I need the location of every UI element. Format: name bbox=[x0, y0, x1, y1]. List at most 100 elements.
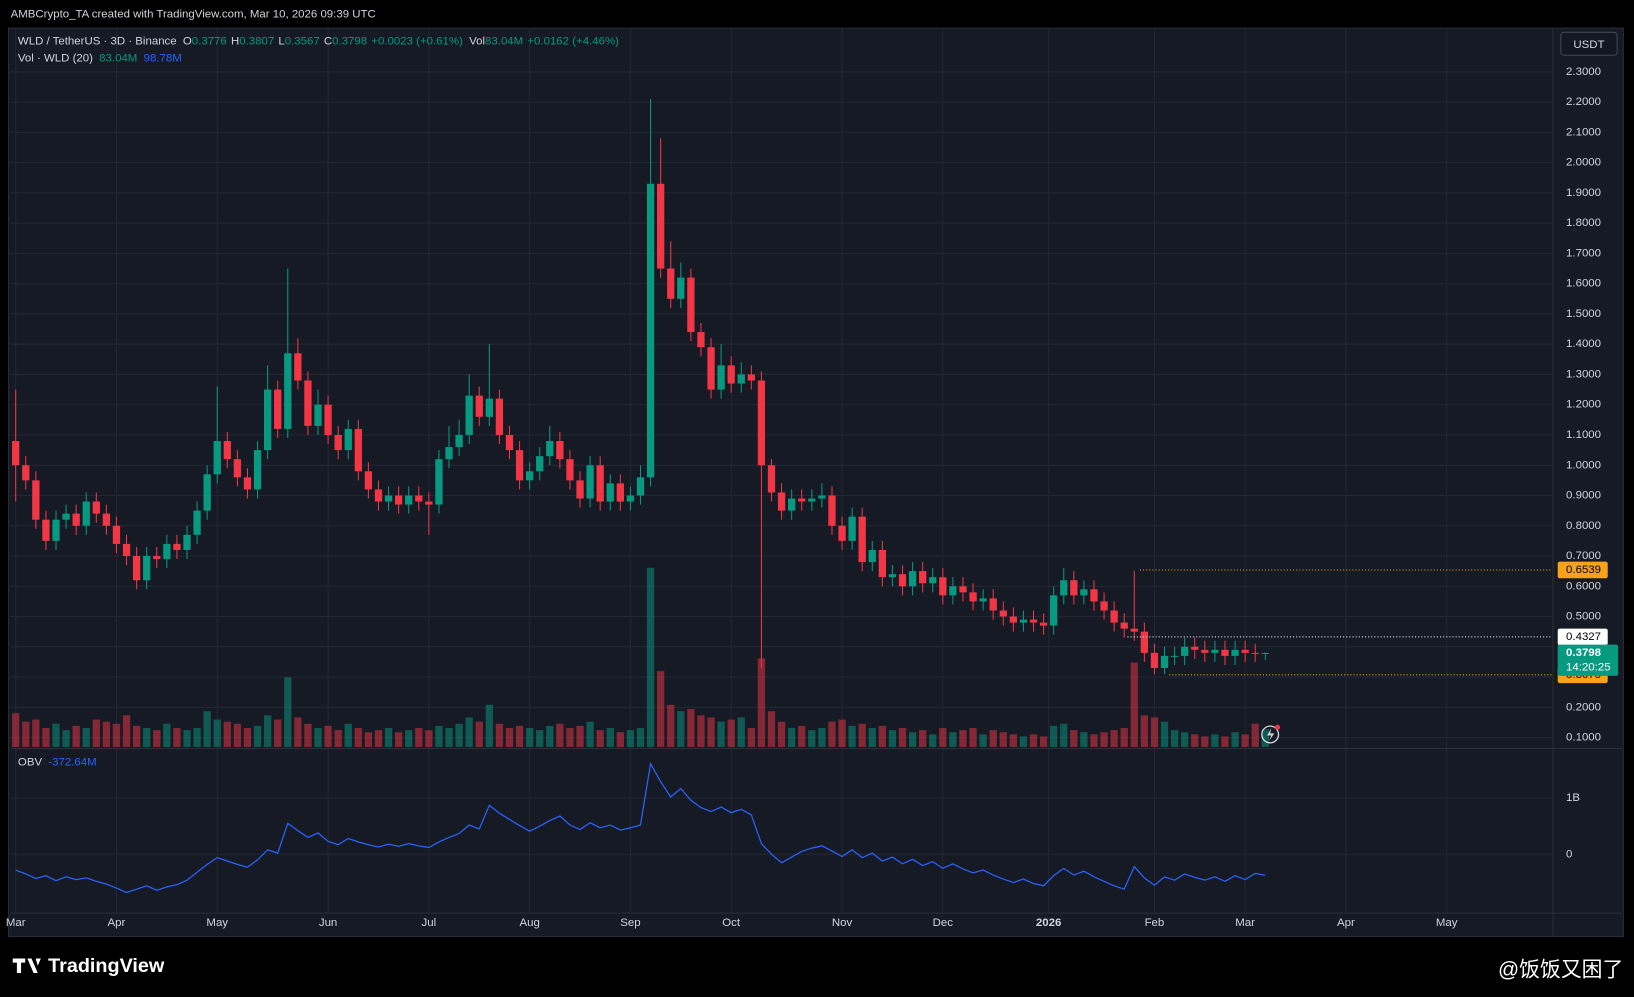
x-tick-label: Dec bbox=[933, 917, 954, 929]
volume-bar bbox=[888, 730, 897, 747]
candle-body bbox=[848, 516, 856, 541]
indicator-name: OBV bbox=[18, 757, 43, 769]
volume-bar bbox=[374, 730, 383, 747]
volume-bar bbox=[1251, 723, 1259, 747]
volume-bar bbox=[1241, 734, 1249, 747]
volume-bar bbox=[163, 723, 171, 747]
volume-bar bbox=[1211, 734, 1219, 747]
candle-body bbox=[919, 571, 927, 584]
candle-body bbox=[525, 471, 534, 481]
volume-bar bbox=[1191, 734, 1199, 747]
y-tick-label: 0.5000 bbox=[1566, 611, 1601, 623]
legend-obv: OBV -372.64M bbox=[18, 757, 97, 769]
volume-bar bbox=[122, 715, 131, 747]
volume-bar bbox=[1170, 730, 1179, 747]
volume-bar bbox=[52, 723, 60, 747]
volume-bar bbox=[878, 725, 887, 747]
x-tick-label: Mar bbox=[1235, 917, 1255, 929]
candle-body bbox=[636, 477, 645, 496]
brand[interactable]: TradingView bbox=[48, 955, 165, 977]
legend-label: L bbox=[278, 36, 284, 48]
candle-body bbox=[415, 495, 423, 502]
volume-bar bbox=[193, 727, 201, 747]
x-tick-label: Feb bbox=[1145, 917, 1165, 929]
volume-bar bbox=[314, 727, 322, 747]
volume-bar bbox=[112, 723, 121, 747]
logo[interactable] bbox=[12, 958, 41, 974]
candle-body bbox=[163, 543, 171, 560]
candle-body bbox=[1201, 649, 1209, 653]
candle-body bbox=[838, 525, 846, 541]
volume-bar bbox=[132, 725, 141, 747]
candle-body bbox=[274, 389, 282, 429]
volume-bar bbox=[747, 727, 755, 747]
legend-value: 0.3776 bbox=[192, 36, 227, 48]
legend-value: 0.3798 bbox=[332, 36, 367, 48]
candle-body bbox=[1170, 655, 1179, 657]
candle-body bbox=[1160, 655, 1169, 668]
y-tick-label: 0.8000 bbox=[1566, 520, 1601, 532]
currency[interactable]: USDT bbox=[1573, 39, 1604, 51]
candle-body bbox=[1150, 652, 1159, 668]
candle-body bbox=[183, 534, 191, 550]
volume-bar bbox=[556, 723, 564, 747]
volume-bar bbox=[959, 730, 967, 747]
candle-body bbox=[949, 586, 957, 596]
candle-body bbox=[505, 434, 514, 451]
x-tick-label: Sep bbox=[620, 917, 640, 929]
currency-button[interactable] bbox=[1560, 31, 1618, 56]
symbol: WLD / TetherUS · 3D · Binance bbox=[18, 36, 177, 48]
x-tick-label: Aug bbox=[519, 917, 539, 929]
legend-label: Vol bbox=[469, 36, 485, 48]
volume-bar bbox=[566, 727, 574, 747]
y-tick-label: 0.1000 bbox=[1566, 732, 1601, 744]
candle-body bbox=[243, 477, 252, 490]
candle-body bbox=[959, 586, 967, 593]
candle-body bbox=[384, 495, 393, 502]
x-tick-label: Oct bbox=[722, 917, 741, 929]
candle-body bbox=[1110, 610, 1118, 623]
candle-body bbox=[344, 428, 352, 451]
replay-icon[interactable] bbox=[1261, 724, 1281, 744]
legend-main: WLD / TetherUS · 3D · Binance O0.3776 H0.3… bbox=[18, 36, 619, 48]
candle-body bbox=[929, 577, 937, 584]
x-tick-label: May bbox=[1436, 917, 1458, 929]
x-tick-label: Mar bbox=[6, 917, 26, 929]
volume-bar bbox=[1080, 732, 1088, 747]
candle-body bbox=[626, 495, 635, 502]
x-tick-label: 2026 bbox=[1036, 917, 1061, 929]
volume-bar bbox=[344, 723, 352, 747]
candle-body bbox=[52, 519, 60, 541]
candle-body bbox=[767, 465, 776, 493]
candle-body bbox=[82, 501, 90, 526]
volume-bar bbox=[848, 725, 856, 747]
x-tick-label: Nov bbox=[832, 917, 853, 929]
volume-bar bbox=[929, 734, 937, 747]
candle-body bbox=[92, 501, 100, 514]
volume-bar bbox=[12, 713, 20, 747]
candle-body bbox=[32, 480, 40, 520]
volume-bar bbox=[183, 730, 191, 747]
candle-body bbox=[1251, 652, 1259, 654]
candle-body bbox=[858, 516, 866, 563]
candle-body bbox=[314, 404, 322, 426]
candle-body bbox=[908, 571, 917, 587]
candle-body bbox=[1241, 649, 1249, 653]
volume-bar bbox=[1019, 736, 1028, 747]
candle-body bbox=[868, 549, 876, 563]
candle-body bbox=[233, 459, 242, 478]
volume-bar bbox=[364, 732, 373, 747]
volume-bar bbox=[1060, 723, 1068, 747]
candle-body bbox=[757, 380, 766, 466]
candle-body bbox=[828, 495, 836, 526]
candle-body bbox=[1080, 589, 1088, 596]
candle-body bbox=[173, 543, 181, 550]
axis-layer: 0.10000.20000.30000.40000.50000.60000.70… bbox=[6, 66, 1619, 929]
volume-bar bbox=[1110, 730, 1118, 747]
volume-bar bbox=[536, 730, 544, 747]
candle-body bbox=[667, 268, 675, 299]
volume-bar bbox=[939, 727, 947, 747]
volume-bar bbox=[253, 725, 262, 747]
legend-change: +0.0023 (+0.61%) bbox=[371, 36, 463, 48]
volume-bar bbox=[868, 727, 876, 747]
